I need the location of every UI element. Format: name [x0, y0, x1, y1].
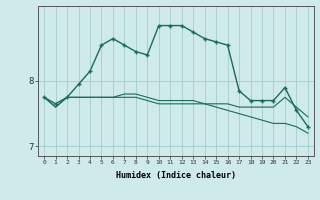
- X-axis label: Humidex (Indice chaleur): Humidex (Indice chaleur): [116, 171, 236, 180]
